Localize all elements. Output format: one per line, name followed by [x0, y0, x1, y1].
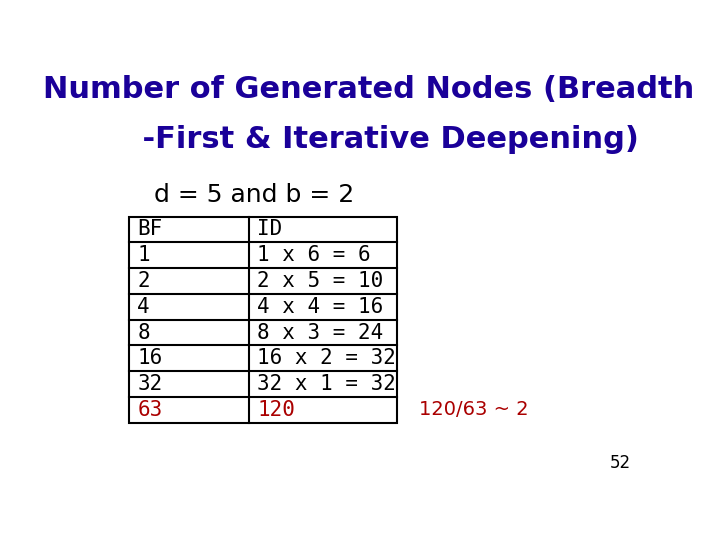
Text: BF: BF	[138, 219, 163, 239]
Text: 63: 63	[138, 400, 163, 420]
Text: 8: 8	[138, 322, 150, 342]
Text: 1: 1	[138, 245, 150, 265]
Text: 1 x 6 = 6: 1 x 6 = 6	[258, 245, 371, 265]
Text: 32: 32	[138, 374, 163, 394]
Text: 120: 120	[258, 400, 295, 420]
Text: 16: 16	[138, 348, 163, 368]
Text: 8 x 3 = 24: 8 x 3 = 24	[258, 322, 384, 342]
Text: 4 x 4 = 16: 4 x 4 = 16	[258, 297, 384, 317]
Text: 52: 52	[610, 454, 631, 472]
Text: d = 5 and b = 2: d = 5 and b = 2	[154, 183, 354, 207]
Text: -First & Iterative Deepening): -First & Iterative Deepening)	[99, 125, 639, 154]
Text: Number of Generated Nodes (Breadth: Number of Generated Nodes (Breadth	[43, 75, 695, 104]
Text: 16 x 2 = 32: 16 x 2 = 32	[258, 348, 396, 368]
Bar	[129, 217, 397, 423]
Text: 2 x 5 = 10: 2 x 5 = 10	[258, 271, 384, 291]
Text: 2: 2	[138, 271, 150, 291]
Text: 120/63 ~ 2: 120/63 ~ 2	[419, 401, 529, 420]
Text: 32 x 1 = 32: 32 x 1 = 32	[258, 374, 396, 394]
Text: 4: 4	[138, 297, 150, 317]
Text: ID: ID	[258, 219, 283, 239]
